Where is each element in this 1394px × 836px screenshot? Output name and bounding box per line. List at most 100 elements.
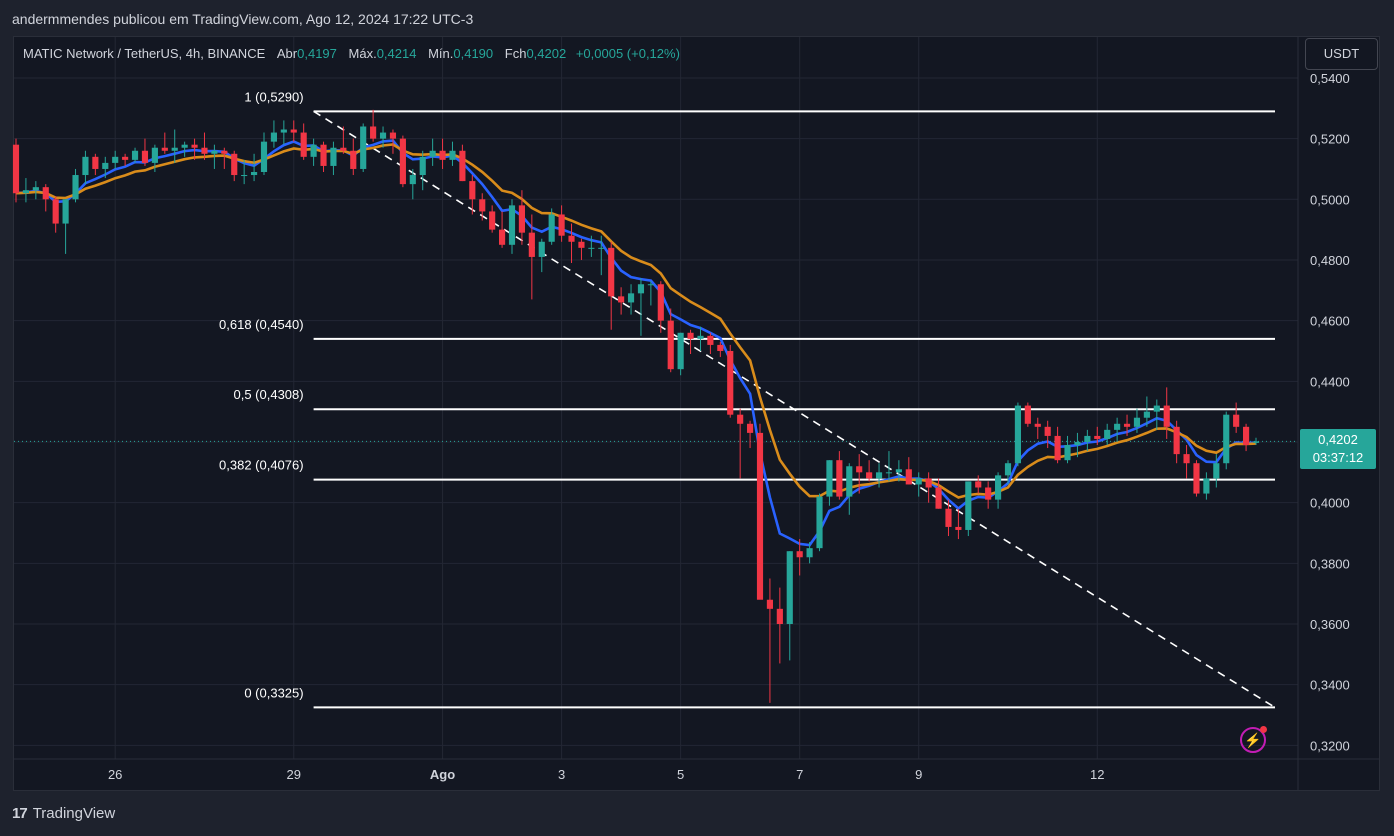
candle — [1193, 460, 1200, 497]
candle — [350, 138, 357, 176]
tradingview-logo[interactable]: 17 TradingView — [12, 805, 115, 822]
top-bar: andermmendes publicou em TradingView.com… — [0, 0, 1394, 36]
price-axis: 0,54000,52000,50000,48000,46000,44000,42… — [1297, 37, 1350, 790]
candle — [389, 129, 397, 154]
price-tick-label: 0,5200 — [1310, 132, 1350, 147]
candle-body — [965, 481, 972, 530]
ema-slow-line — [15, 143, 1257, 499]
candle — [42, 184, 49, 212]
candle — [429, 138, 436, 166]
candle — [171, 129, 178, 163]
price-tick-label: 0,3600 — [1310, 617, 1350, 632]
candle — [1153, 399, 1160, 430]
close-label: Fch — [504, 46, 527, 61]
candle — [1213, 454, 1220, 488]
fib-level-label: 0,5 (0,4308) — [233, 387, 303, 402]
candle-body — [1054, 435, 1061, 461]
time-tick-label: 26 — [108, 767, 122, 782]
candle-body — [469, 181, 476, 200]
candle — [1044, 420, 1051, 449]
candle-body — [449, 150, 456, 160]
high-value: 0,4214 — [376, 46, 417, 61]
ema-fast-line — [15, 139, 1257, 547]
candle — [796, 539, 803, 576]
candle — [1114, 417, 1121, 442]
change-value: +0,0005 (+0,12%) — [575, 46, 680, 61]
candle — [806, 542, 813, 564]
candle-body — [1163, 405, 1170, 427]
candle — [1223, 411, 1230, 470]
candle — [905, 457, 912, 485]
candle — [677, 332, 684, 376]
candle-body — [717, 344, 724, 351]
time-tick-label: 29 — [287, 767, 301, 782]
candle-body — [32, 187, 39, 191]
candle-body — [459, 150, 466, 182]
candle-body — [211, 150, 218, 154]
candle — [251, 153, 258, 182]
candle-body — [310, 144, 317, 157]
candle — [1243, 423, 1250, 452]
candle-body — [399, 138, 406, 185]
candle-body — [1252, 441, 1260, 443]
candle-body — [637, 284, 645, 294]
candle-body — [925, 478, 932, 488]
candle — [1004, 460, 1012, 485]
time-tick-label: 12 — [1090, 767, 1104, 782]
candle — [816, 493, 823, 552]
candle — [1183, 445, 1190, 479]
candle-body — [836, 460, 843, 497]
candle — [568, 223, 575, 264]
candle — [112, 150, 119, 169]
candle-body — [171, 147, 178, 151]
grid-lines — [14, 37, 1298, 759]
candle — [1173, 420, 1180, 464]
candle-body — [300, 132, 307, 157]
candle — [82, 150, 89, 185]
candle-body — [360, 126, 367, 169]
price-tick-label: 0,4000 — [1310, 496, 1350, 511]
candle-body — [42, 187, 49, 200]
candle-body — [568, 235, 575, 242]
candle — [439, 138, 446, 169]
symbol-name: MATIC Network / TetherUS, 4h, BINANCE — [23, 46, 266, 61]
candle — [1054, 426, 1061, 464]
candle — [935, 478, 942, 509]
candle — [1233, 402, 1240, 433]
price-tick-label: 0,3800 — [1310, 556, 1350, 571]
candle — [647, 281, 654, 306]
candle-body — [766, 599, 773, 609]
price-tick-label: 0,3400 — [1310, 678, 1350, 693]
currency-button[interactable]: USDT — [1305, 38, 1378, 70]
candle — [975, 475, 982, 494]
candle — [1014, 402, 1021, 467]
candle — [22, 178, 29, 203]
candle-body — [231, 153, 238, 176]
fib-level-label: 1 (0,5290) — [244, 89, 303, 104]
candle — [548, 208, 555, 245]
candle — [518, 190, 525, 245]
candle-body — [1044, 426, 1051, 436]
candle-body — [270, 132, 277, 142]
candle — [1034, 417, 1041, 439]
moving-averages — [15, 139, 1257, 547]
candle — [479, 193, 486, 221]
candle-body — [1193, 463, 1200, 494]
fib-level-label: 0,618 (0,4540) — [219, 317, 304, 332]
candle-body — [1004, 463, 1012, 476]
candle — [697, 326, 704, 351]
candle-body — [786, 551, 793, 625]
candle-body — [191, 144, 198, 148]
candle — [241, 159, 248, 185]
candle-body — [707, 335, 714, 345]
candle-body — [439, 150, 446, 160]
lightning-icon[interactable]: ⚡ — [1240, 726, 1267, 753]
candle-body — [131, 150, 139, 160]
candle — [528, 214, 535, 300]
candle — [995, 472, 1002, 509]
price-tick-label: 0,4800 — [1310, 253, 1350, 268]
candle — [1163, 387, 1170, 439]
candle-body — [1213, 463, 1220, 479]
candle — [1143, 396, 1150, 427]
